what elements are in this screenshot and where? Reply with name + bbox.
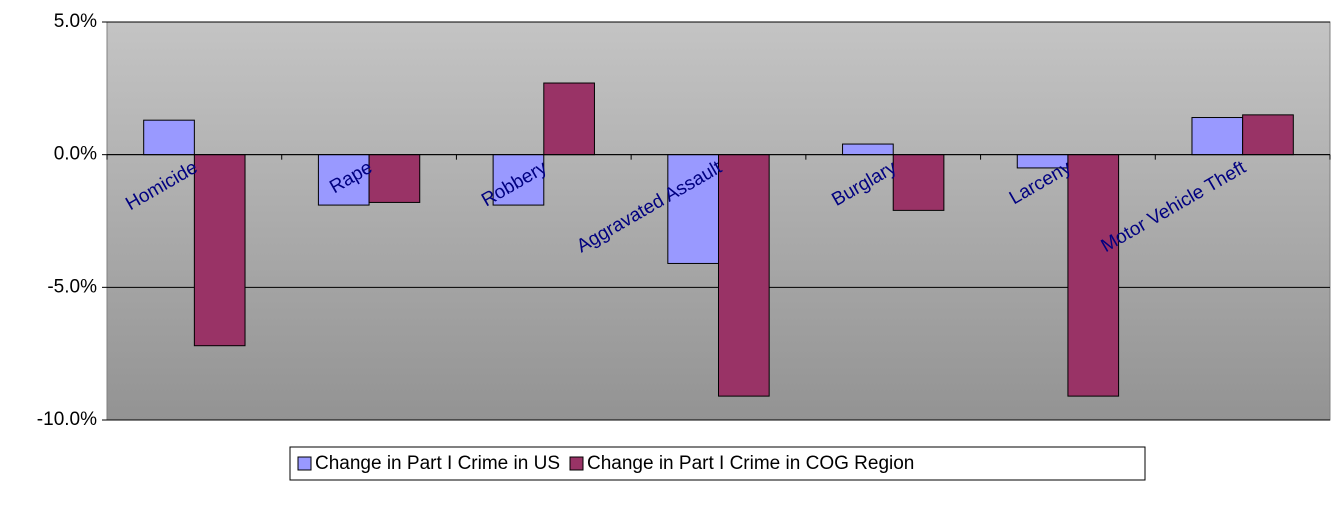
bar (892, 154, 945, 211)
bar (317, 154, 370, 206)
legend-swatch (297, 456, 312, 471)
bar (543, 82, 595, 156)
y-tick-label: 5.0% (54, 11, 97, 32)
legend-label: Change in Part I Crime in US (315, 453, 560, 474)
bar (193, 154, 246, 347)
bar (143, 119, 195, 156)
bar (842, 143, 894, 156)
legend-label: Change in Part I Crime in COG Region (587, 453, 914, 474)
y-tick-label: -10.0% (37, 409, 97, 430)
bar (1191, 117, 1244, 156)
y-tick-label: -5.0% (47, 276, 97, 297)
bar (492, 154, 545, 206)
y-tick-label: 0.0% (54, 144, 97, 165)
bar (718, 154, 770, 397)
bar (1242, 114, 1294, 156)
bar (368, 154, 421, 203)
legend-box (289, 446, 1146, 481)
bar (667, 154, 720, 264)
bar (1067, 154, 1120, 397)
legend-swatch (569, 456, 584, 471)
